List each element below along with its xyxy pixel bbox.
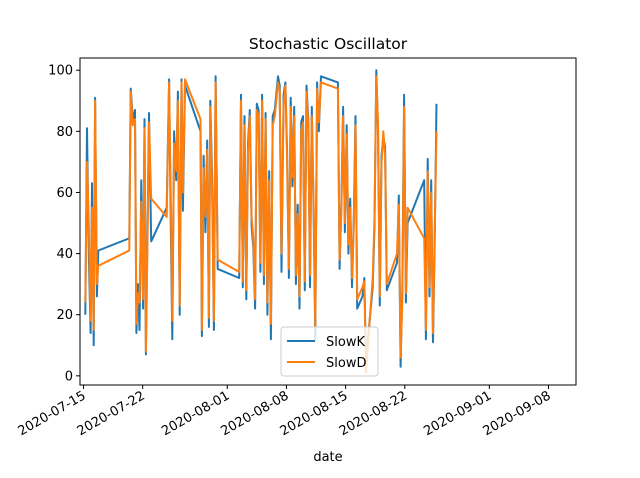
- y-tick-label: 80: [56, 125, 73, 140]
- y-tick-label: 40: [56, 247, 73, 262]
- x-tick-label: 2020-07-22: [75, 388, 148, 439]
- plot-area: [84, 69, 438, 374]
- legend-label-slowk: SlowK: [326, 335, 365, 350]
- y-tick-label: 100: [48, 64, 73, 79]
- chart-title: Stochastic Oscillator: [249, 35, 408, 53]
- y-axis: 0 20 40 60 80 100: [48, 64, 80, 384]
- x-tick-label: 2020-09-08: [481, 388, 554, 439]
- x-tick-label: 2020-08-22: [337, 388, 410, 439]
- x-axis-label: date: [313, 450, 342, 465]
- y-tick-label: 60: [56, 186, 73, 201]
- series-line-slowd: [84, 75, 438, 374]
- y-tick-label: 20: [56, 308, 73, 323]
- legend-label-slowd: SlowD: [326, 356, 366, 371]
- plot-frame: [79, 57, 577, 386]
- y-tick-label: 0: [65, 369, 73, 384]
- legend: SlowK SlowD: [280, 326, 379, 377]
- legend-box: [280, 326, 379, 377]
